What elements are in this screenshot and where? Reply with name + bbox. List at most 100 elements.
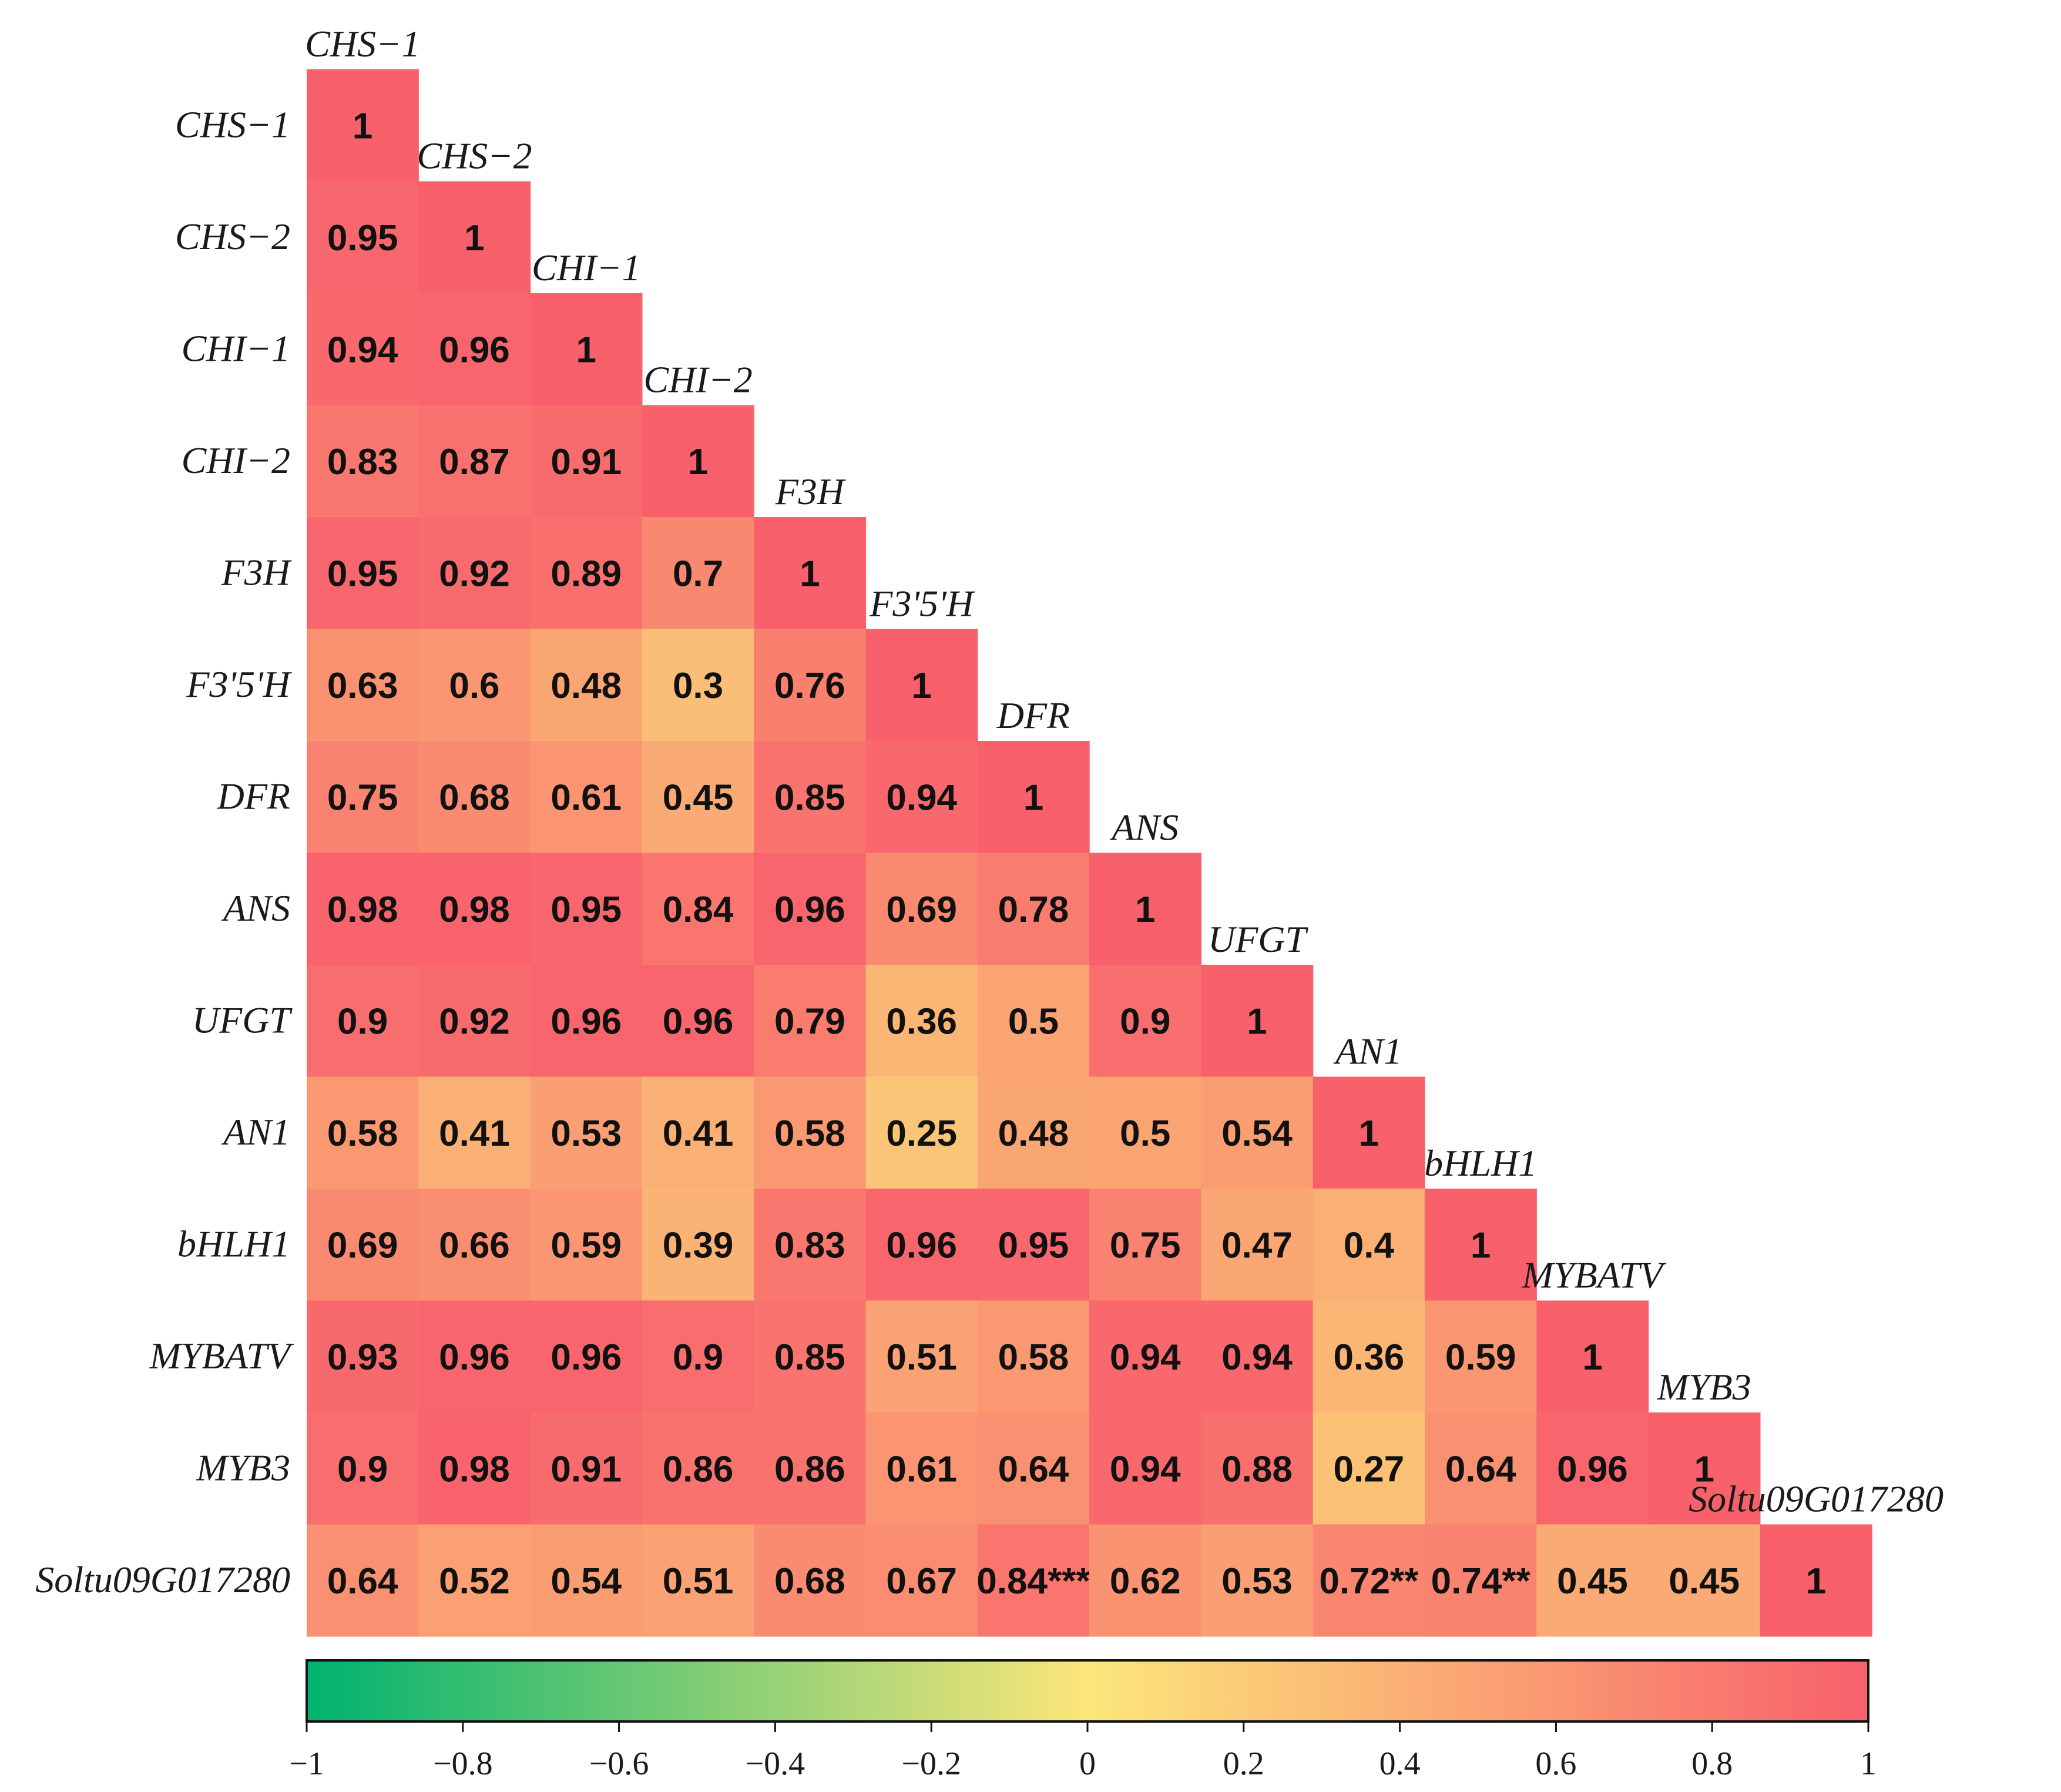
- heatmap-cell: [530, 965, 643, 1078]
- cell-value-label: 0.25: [886, 1113, 957, 1154]
- heatmap-cell: [865, 629, 978, 741]
- row-label: bHLH1: [177, 1223, 290, 1264]
- heatmap-cell: [642, 853, 754, 965]
- heatmap-cell: [1536, 1524, 1649, 1637]
- cell-value-label: 0.91: [551, 1449, 622, 1489]
- heatmap-cell: [530, 741, 643, 854]
- cell-value-label: 0.68: [439, 777, 510, 818]
- cell-value-label: 0.72**: [1319, 1561, 1419, 1602]
- cell-value-label: 0.45: [1557, 1561, 1628, 1602]
- cell-value-label: 1: [1359, 1113, 1379, 1154]
- column-label: CHI−1: [532, 247, 640, 288]
- heatmap-cell: [307, 293, 419, 406]
- cell-value-label: 0.98: [439, 1449, 510, 1489]
- column-label: CHS−1: [305, 23, 420, 65]
- cell-value-label: 0.95: [998, 1225, 1069, 1266]
- heatmap-cell: [1536, 1412, 1649, 1525]
- cell-value-label: 0.85: [774, 777, 845, 818]
- cell-value-label: 0.86: [774, 1449, 845, 1489]
- cell-value-label: 0.61: [886, 1449, 957, 1489]
- heatmap-cell: [1313, 1300, 1425, 1413]
- cell-value-label: 0.41: [663, 1113, 734, 1154]
- row-label: CHI−2: [182, 439, 290, 481]
- cell-value-label: 0.51: [663, 1561, 734, 1602]
- row-label: UFGT: [192, 999, 293, 1041]
- heatmap-cell: [418, 965, 531, 1078]
- cell-value-label: 0.52: [439, 1561, 510, 1602]
- heatmap-cell: [642, 965, 754, 1078]
- heatmap-cell: [307, 965, 419, 1078]
- heatmap-cell: [307, 1300, 419, 1413]
- heatmap-cell: [865, 1300, 978, 1413]
- cell-value-label: 0.58: [998, 1337, 1069, 1378]
- heatmap-cell: [865, 1412, 978, 1525]
- column-label: AN1: [1333, 1031, 1402, 1072]
- row-label: MYBATV: [149, 1335, 294, 1377]
- heatmap-cell: [865, 1189, 978, 1301]
- cell-value-label: 0.36: [886, 1001, 957, 1042]
- cell-value-label: 0.62: [1110, 1561, 1181, 1602]
- heatmap-cell: [1089, 1412, 1201, 1525]
- heatmap-cell: [1201, 1300, 1314, 1413]
- cell-value-label: 0.61: [551, 777, 622, 818]
- colorbar-tick-label: 0: [1079, 1746, 1096, 1782]
- cell-value-label: 0.59: [551, 1225, 622, 1266]
- cell-value-label: 0.74**: [1431, 1561, 1531, 1602]
- cell-value-label: 0.53: [551, 1113, 622, 1154]
- heatmap-cell: [1313, 1524, 1425, 1637]
- cell-value-label: 0.27: [1334, 1449, 1405, 1489]
- heatmap-cell: [1089, 1300, 1201, 1413]
- cell-value-label: 0.91: [551, 442, 622, 482]
- cell-value-label: 0.95: [327, 218, 398, 259]
- colorbar-tick-label: 1: [1860, 1746, 1877, 1782]
- cell-value-label: 1: [464, 218, 484, 259]
- heatmap-cell: [1760, 1524, 1872, 1637]
- cell-value-label: 0.41: [439, 1113, 510, 1154]
- cell-value-label: 0.96: [439, 330, 510, 370]
- heatmap-cell: [977, 741, 1090, 854]
- cell-value-label: 0.9: [673, 1337, 723, 1378]
- cell-value-label: 0.58: [327, 1113, 398, 1154]
- cell-value-label: 0.67: [886, 1561, 957, 1602]
- column-label: Soltu09G017280: [1689, 1478, 1943, 1520]
- heatmap-cell: [307, 405, 419, 518]
- cell-value-label: 0.53: [1221, 1561, 1293, 1602]
- cell-value-label: 0.96: [551, 1337, 622, 1378]
- cell-value-label: 0.47: [1221, 1225, 1293, 1266]
- heatmap-cell: [642, 517, 754, 630]
- heatmap-cell: [977, 1189, 1090, 1301]
- heatmap-cell: [307, 1189, 419, 1301]
- cell-value-label: 1: [688, 442, 708, 482]
- heatmap-cell: [977, 965, 1090, 1078]
- cell-value-label: 1: [800, 553, 820, 594]
- cell-value-label: 0.94: [1221, 1337, 1293, 1378]
- cell-value-label: 0.5: [1008, 1001, 1059, 1042]
- cell-value-label: 1: [1694, 1449, 1714, 1489]
- heatmap-cell: [1201, 1189, 1314, 1301]
- cell-value-label: 0.75: [1110, 1225, 1181, 1266]
- heatmap-cell: [754, 1076, 867, 1189]
- heatmap-cell: [754, 1524, 867, 1637]
- heatmap-cell: [530, 629, 643, 741]
- heatmap-cell: [1201, 1524, 1314, 1637]
- row-label: F3H: [221, 551, 293, 593]
- heatmap-cell: [977, 1524, 1090, 1637]
- cell-value-label: 1: [1023, 777, 1043, 818]
- cell-value-label: 0.94: [1110, 1337, 1181, 1378]
- heatmap-cell: [418, 1300, 531, 1413]
- heatmap-cell: [418, 853, 531, 965]
- heatmap-cell: [642, 405, 754, 518]
- column-label: CHS−2: [417, 135, 532, 177]
- cell-value-label: 0.94: [886, 777, 957, 818]
- heatmap-cell: [642, 1300, 754, 1413]
- cell-value-label: 0.78: [998, 890, 1069, 930]
- heatmap-cell: [1648, 1412, 1761, 1525]
- column-label: MYB3: [1657, 1366, 1751, 1408]
- heatmap-cell: [1089, 853, 1201, 965]
- heatmap-cell: [307, 181, 419, 294]
- cell-value-label: 0.9: [337, 1001, 388, 1042]
- heatmap-cell: [642, 1076, 754, 1189]
- cell-value-label: 0.79: [774, 1001, 845, 1042]
- heatmap-cell: [530, 1076, 643, 1189]
